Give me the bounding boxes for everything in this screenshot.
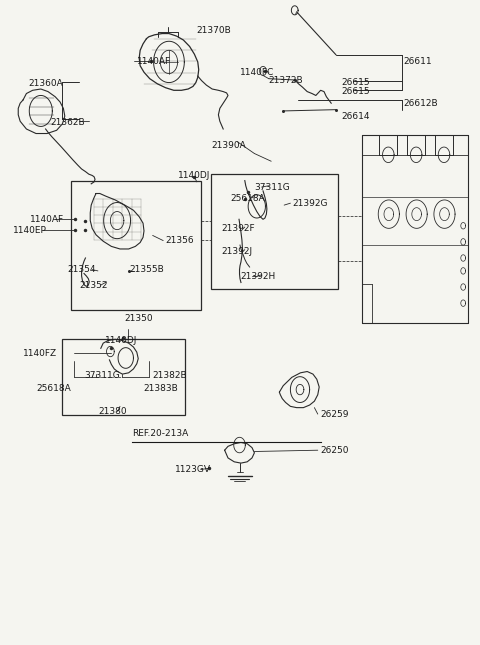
- Text: 1140FC: 1140FC: [240, 68, 274, 77]
- Text: 37311G: 37311G: [254, 183, 290, 192]
- Text: 1140EP: 1140EP: [13, 226, 48, 235]
- Text: 1140DJ: 1140DJ: [178, 171, 210, 180]
- Text: 21352: 21352: [79, 281, 108, 290]
- Text: 26611: 26611: [403, 57, 432, 66]
- Text: 21392G: 21392G: [293, 199, 328, 208]
- Text: 1140AF: 1140AF: [137, 57, 171, 66]
- Text: 26250: 26250: [321, 446, 349, 455]
- Text: REF.20-213A: REF.20-213A: [132, 429, 188, 438]
- Text: 21370B: 21370B: [196, 26, 231, 35]
- Text: 21392H: 21392H: [240, 272, 275, 281]
- Bar: [71, 181, 201, 310]
- Text: 21355B: 21355B: [130, 265, 164, 274]
- Text: 21392J: 21392J: [222, 247, 253, 256]
- Text: 26615: 26615: [342, 78, 371, 87]
- Text: 26612B: 26612B: [403, 99, 438, 108]
- Text: 26259: 26259: [321, 410, 349, 419]
- Text: 21383B: 21383B: [143, 384, 178, 393]
- Text: 21362B: 21362B: [50, 118, 85, 127]
- Text: 26614: 26614: [342, 112, 370, 121]
- Text: 21356: 21356: [166, 236, 194, 245]
- Text: 21392F: 21392F: [222, 224, 255, 233]
- Text: 25618A: 25618A: [230, 194, 265, 203]
- Text: 1123GV: 1123GV: [175, 465, 211, 474]
- Text: 21360A: 21360A: [29, 79, 63, 88]
- Bar: [211, 174, 338, 289]
- Text: 37311G: 37311G: [84, 371, 120, 380]
- Text: 1140DJ: 1140DJ: [105, 336, 137, 345]
- Text: 21382B: 21382B: [153, 371, 187, 380]
- Text: 21354: 21354: [67, 265, 96, 274]
- Text: 21380: 21380: [98, 407, 127, 416]
- Text: 1140AF: 1140AF: [30, 215, 64, 224]
- Text: 26615: 26615: [342, 87, 371, 96]
- Bar: [62, 339, 185, 415]
- Text: 21372B: 21372B: [269, 76, 303, 85]
- Text: 1140FZ: 1140FZ: [23, 349, 57, 358]
- Text: 21390A: 21390A: [211, 141, 246, 150]
- Text: 21350: 21350: [125, 314, 154, 323]
- Text: 25618A: 25618A: [36, 384, 71, 393]
